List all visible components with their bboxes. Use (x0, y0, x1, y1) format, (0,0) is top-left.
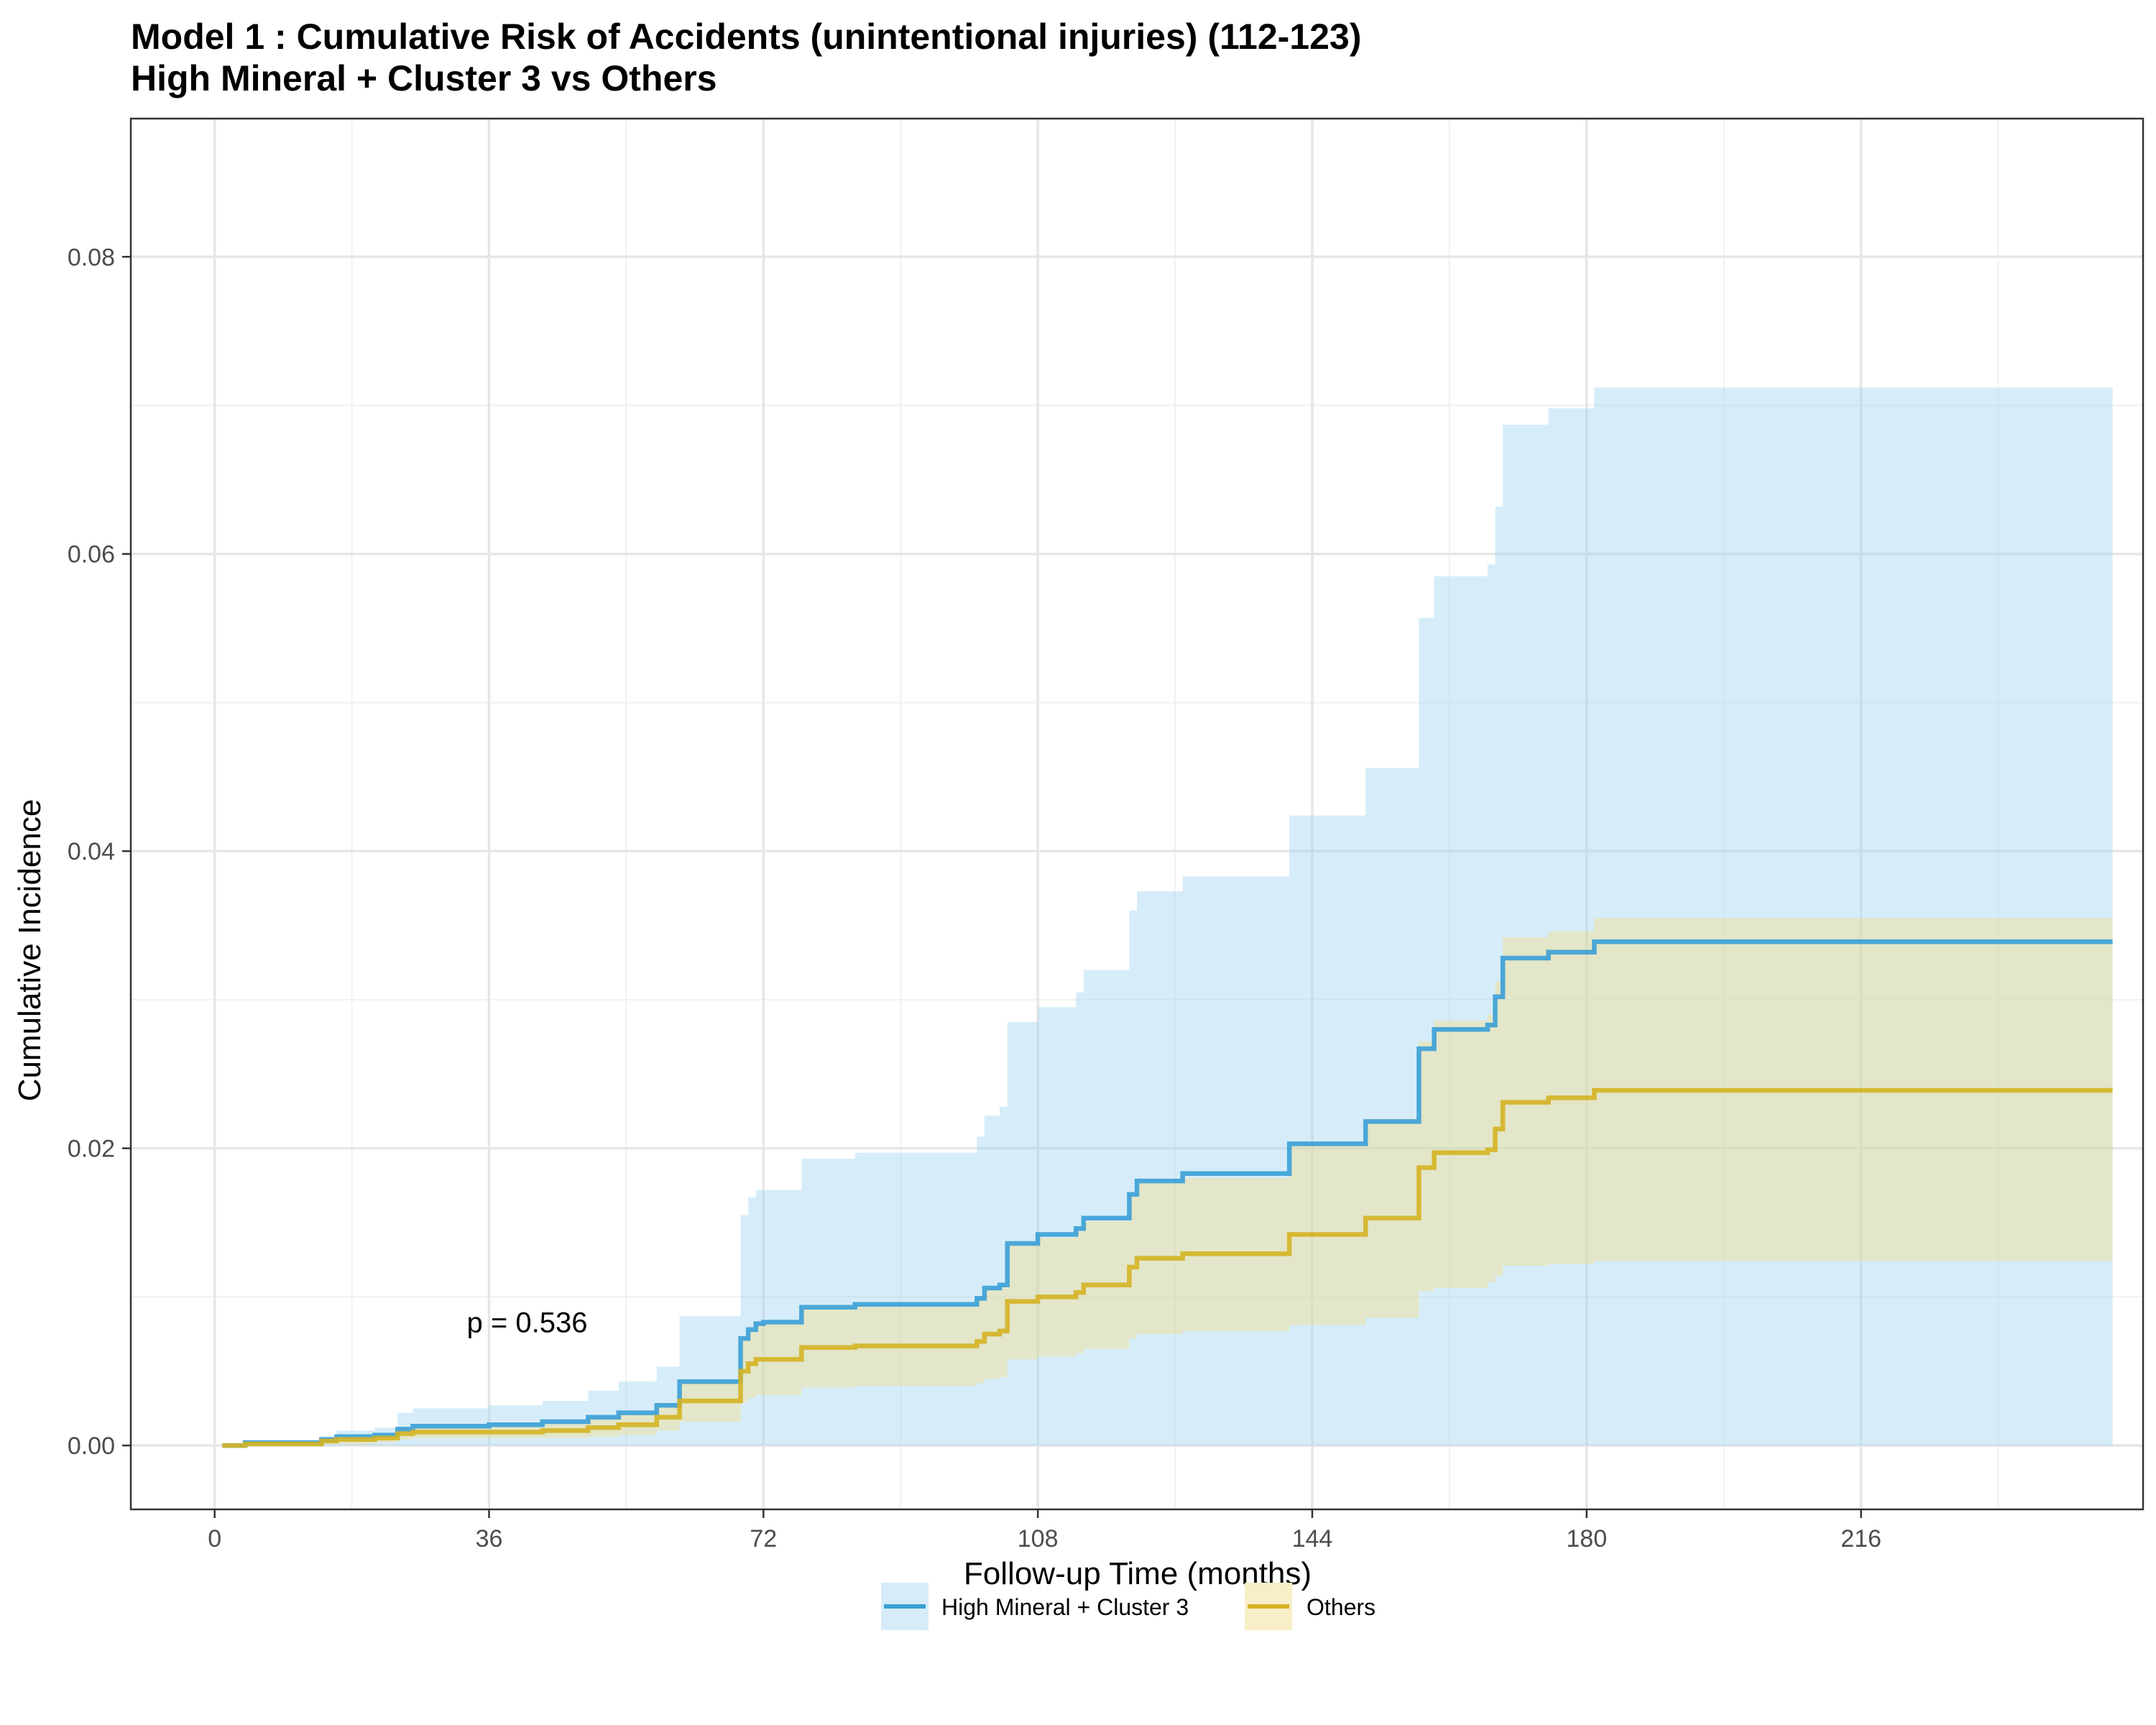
p-value-annotation: p = 0.536 (467, 1307, 588, 1339)
minor-gridlines (131, 119, 2143, 1509)
confidence-bands (222, 387, 2113, 1446)
y-axis-title: Cumulative Incidence (12, 799, 47, 1102)
legend: High Mineral + Cluster 3 Others (881, 1583, 1376, 1630)
chart-subtitle: High Mineral + Cluster 3 vs Others (131, 58, 717, 98)
y-tick-label: 0.06 (68, 541, 115, 569)
legend-label-high-mineral: High Mineral + Cluster 3 (941, 1594, 1189, 1620)
x-tick-label: 216 (1841, 1525, 1881, 1552)
x-tick-label: 180 (1566, 1525, 1607, 1552)
confidence-band-high-mineral (222, 387, 2113, 1446)
major-gridlines (131, 119, 2143, 1509)
y-tick-label: 0.02 (68, 1136, 115, 1163)
y-tick-label: 0.00 (68, 1432, 115, 1460)
x-tick-label: 108 (1018, 1525, 1059, 1552)
series-lines (222, 939, 2113, 1448)
legend-label-others: Others (1307, 1594, 1376, 1620)
y-tick-label: 0.08 (68, 244, 115, 271)
x-axis-ticks: 0 36 72 108 144 180 216 (208, 1509, 1881, 1552)
series-line-others (222, 1087, 2113, 1448)
y-axis-ticks: 0.00 0.02 0.04 0.06 0.08 (68, 244, 131, 1460)
x-tick-label: 72 (750, 1525, 777, 1552)
x-tick-label: 0 (208, 1525, 221, 1552)
x-tick-label: 144 (1292, 1525, 1333, 1552)
panel-border (129, 117, 2145, 1511)
y-tick-label: 0.04 (68, 838, 115, 865)
series-line-high-mineral (222, 939, 2113, 1448)
x-tick-label: 36 (476, 1525, 503, 1552)
confidence-band-others (222, 918, 2113, 1446)
chart-title: Model 1 : Cumulative Risk of Accidents (… (131, 17, 1361, 57)
